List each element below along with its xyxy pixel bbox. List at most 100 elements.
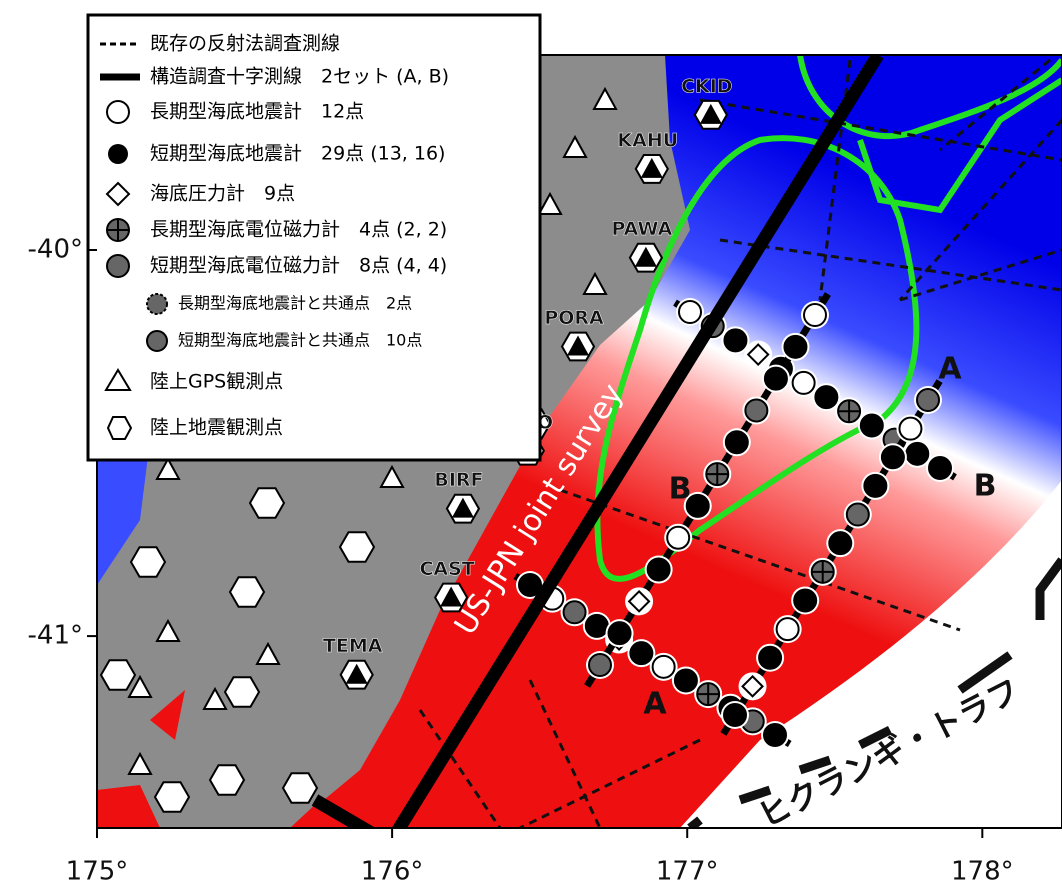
obs — [646, 557, 671, 582]
legend: 既存の反射法調査測線 構造調査十字測線 2セット (A, B) 長期型海底地震計… — [86, 13, 542, 462]
obs — [673, 668, 698, 693]
instrument — [926, 454, 954, 482]
obs — [758, 645, 783, 670]
legend-label: 既存の反射法調査測線 — [150, 33, 340, 55]
instrument — [808, 557, 837, 586]
legend-label: 構造調査十字測線 2セット (A, B) — [150, 66, 449, 88]
seismic-hexagon — [99, 659, 137, 691]
legend-label: 長期型海底地震計 12点 — [150, 101, 364, 123]
x-tick-label: 177° — [656, 857, 719, 887]
instrument — [914, 386, 942, 414]
legend-symbol — [106, 254, 130, 278]
station-triangle — [451, 497, 474, 518]
instrument — [625, 587, 654, 616]
instrument — [878, 443, 907, 472]
joint-survey-line — [391, 55, 884, 828]
instrument — [781, 332, 810, 361]
pressure-gauge — [627, 589, 651, 613]
legend-symbol — [105, 181, 131, 207]
obs — [763, 366, 788, 391]
obs — [651, 654, 676, 679]
obs — [859, 413, 884, 438]
legend-label: 陸上GPS観測点 — [150, 371, 283, 393]
obs — [724, 430, 749, 455]
instrument — [586, 651, 614, 679]
station-label: TEMA — [323, 635, 383, 657]
station-triangle — [640, 157, 663, 178]
instrument — [835, 397, 864, 426]
station-triangle — [634, 246, 657, 267]
seismic-hexagon — [208, 764, 246, 796]
gps-triangle — [127, 751, 153, 775]
instrument — [560, 598, 589, 627]
joint-survey-end — [311, 794, 376, 828]
obs — [775, 617, 800, 642]
instrument — [671, 666, 700, 695]
instrument — [627, 639, 656, 668]
y-tick-label: -40° — [28, 234, 83, 264]
station-triangle — [567, 335, 590, 356]
obs — [916, 388, 940, 412]
legend-label: 短期型海底地震計と共通点 10点 — [178, 331, 422, 350]
stations: CKIDKAHUPAWAPORAAKTOBIRFCASTTEMA — [99, 75, 733, 813]
instrument — [812, 383, 841, 412]
obs — [588, 653, 612, 677]
station-triangle — [440, 586, 463, 607]
obs — [685, 493, 710, 518]
legend-label: 長期型海底地震計と共通点 2点 — [178, 294, 412, 313]
instrument — [738, 672, 767, 701]
gps-triangle — [379, 464, 405, 488]
cross-line — [584, 292, 831, 688]
gps-triangle — [127, 674, 153, 698]
instrument — [605, 619, 634, 648]
obs — [905, 441, 930, 466]
legend-symbol — [104, 368, 132, 391]
legend-label: 海底圧力計 9点 — [150, 183, 295, 205]
instrument — [516, 571, 544, 599]
obs — [518, 573, 542, 597]
obs — [880, 445, 905, 470]
obs — [803, 303, 827, 327]
station-label: KAHU — [617, 129, 678, 151]
obs — [814, 385, 839, 410]
gps-triangle — [155, 456, 181, 480]
x-tick-label: 176° — [361, 857, 424, 887]
legend-label: 陸上地震観測点 — [150, 417, 283, 439]
legend-symbol — [106, 100, 130, 124]
obs — [666, 525, 691, 550]
obs — [723, 328, 748, 353]
station-label: CKID — [681, 75, 733, 97]
instrument — [861, 471, 890, 500]
seismic-hexagon — [248, 487, 286, 519]
station-triangle — [345, 663, 368, 684]
axes: 175° 176° 177° 178° -40° -41° — [28, 234, 1014, 886]
y-tick-label: -41° — [28, 621, 83, 651]
legend-symbol — [108, 144, 128, 164]
instrument — [843, 500, 872, 529]
gps-triangle — [202, 686, 228, 710]
contours — [594, 55, 1062, 582]
gps-triangle — [255, 641, 281, 665]
instrument — [664, 523, 693, 552]
legend-symbol — [106, 416, 133, 440]
seismic-hexagon — [338, 531, 376, 563]
station-label: PAWA — [611, 218, 672, 240]
instrument — [676, 298, 704, 326]
line-label: B — [974, 469, 997, 504]
obem-cross — [697, 683, 720, 706]
instrument — [789, 368, 818, 397]
instrument — [694, 680, 723, 709]
x-tick-label: 175° — [66, 857, 129, 887]
red-patch — [97, 690, 360, 828]
obs — [562, 600, 587, 625]
gps-triangle — [537, 191, 563, 215]
legend-symbol — [146, 293, 168, 315]
instrument — [649, 652, 678, 681]
seismic-hexagon — [153, 781, 191, 813]
obem-cross — [706, 463, 729, 486]
obs — [791, 370, 816, 395]
gps-triangle — [155, 618, 181, 642]
seismic-hexagon — [281, 772, 319, 804]
